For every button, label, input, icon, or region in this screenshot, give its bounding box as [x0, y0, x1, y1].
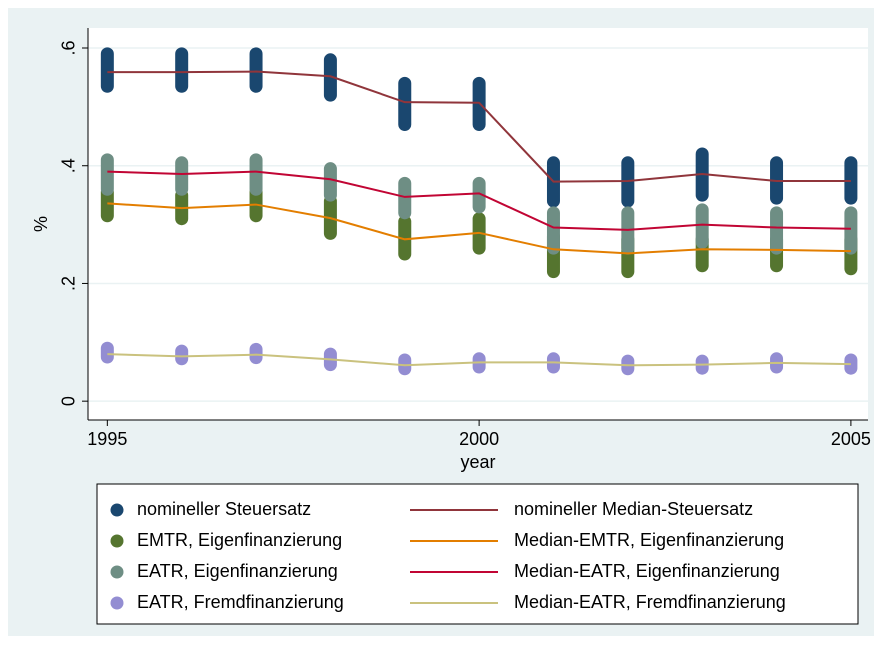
x-axis-title: year: [460, 452, 495, 472]
legend-box: [96, 483, 859, 625]
scatter-range: [398, 176, 412, 220]
scatter-range: [175, 188, 189, 226]
legend-marker: [110, 503, 124, 517]
scatter-range: [100, 153, 114, 196]
x-tick-label: 1995: [87, 429, 127, 449]
y-tick-label: .6: [59, 41, 79, 56]
scatter-range: [175, 156, 189, 196]
legend-label: Median-EMTR, Eigenfinanzierung: [514, 530, 784, 550]
y-tick-label: .2: [59, 276, 79, 291]
scatter-range: [100, 341, 114, 364]
legend-marker: [110, 596, 124, 610]
scatter-range: [695, 203, 709, 249]
legend-label: EATR, Fremdfinanzierung: [137, 592, 344, 612]
scatter-range: [398, 215, 412, 261]
legend-label: EATR, Eigenfinanzierung: [137, 561, 338, 581]
scatter-range: [398, 76, 412, 132]
legend-label: nomineller Steuersatz: [137, 499, 311, 519]
median-line: [107, 70, 851, 183]
y-axis-title: %: [31, 216, 51, 232]
scatter-range: [175, 344, 189, 366]
scatter-range: [175, 47, 189, 93]
scatter-range: [472, 176, 486, 214]
legend-marker: [110, 565, 124, 579]
scatter-range: [249, 342, 263, 365]
scatter-range: [546, 206, 560, 255]
scatter-range: [100, 47, 114, 93]
legend-label: Median-EATR, Fremdfinanzierung: [514, 592, 786, 612]
legend-label: Median-EATR, Eigenfinanzierung: [514, 561, 780, 581]
x-tick-label: 2000: [459, 429, 499, 449]
y-tick-label: .4: [59, 158, 79, 173]
median-line: [107, 170, 851, 231]
y-tick-label: 0: [59, 396, 79, 406]
scatter-range: [323, 53, 337, 102]
legend-label: nomineller Median-Steuersatz: [514, 499, 753, 519]
x-tick-label: 2005: [831, 429, 871, 449]
scatter-range: [770, 206, 784, 255]
scatter-range: [844, 206, 858, 255]
legend-marker: [110, 534, 124, 548]
scatter-range: [249, 47, 263, 93]
scatter-range: [249, 153, 263, 196]
legend-label: EMTR, Eigenfinanzierung: [137, 530, 342, 550]
scatter-range: [323, 162, 337, 202]
median-line: [107, 202, 851, 255]
median-line: [107, 353, 851, 367]
